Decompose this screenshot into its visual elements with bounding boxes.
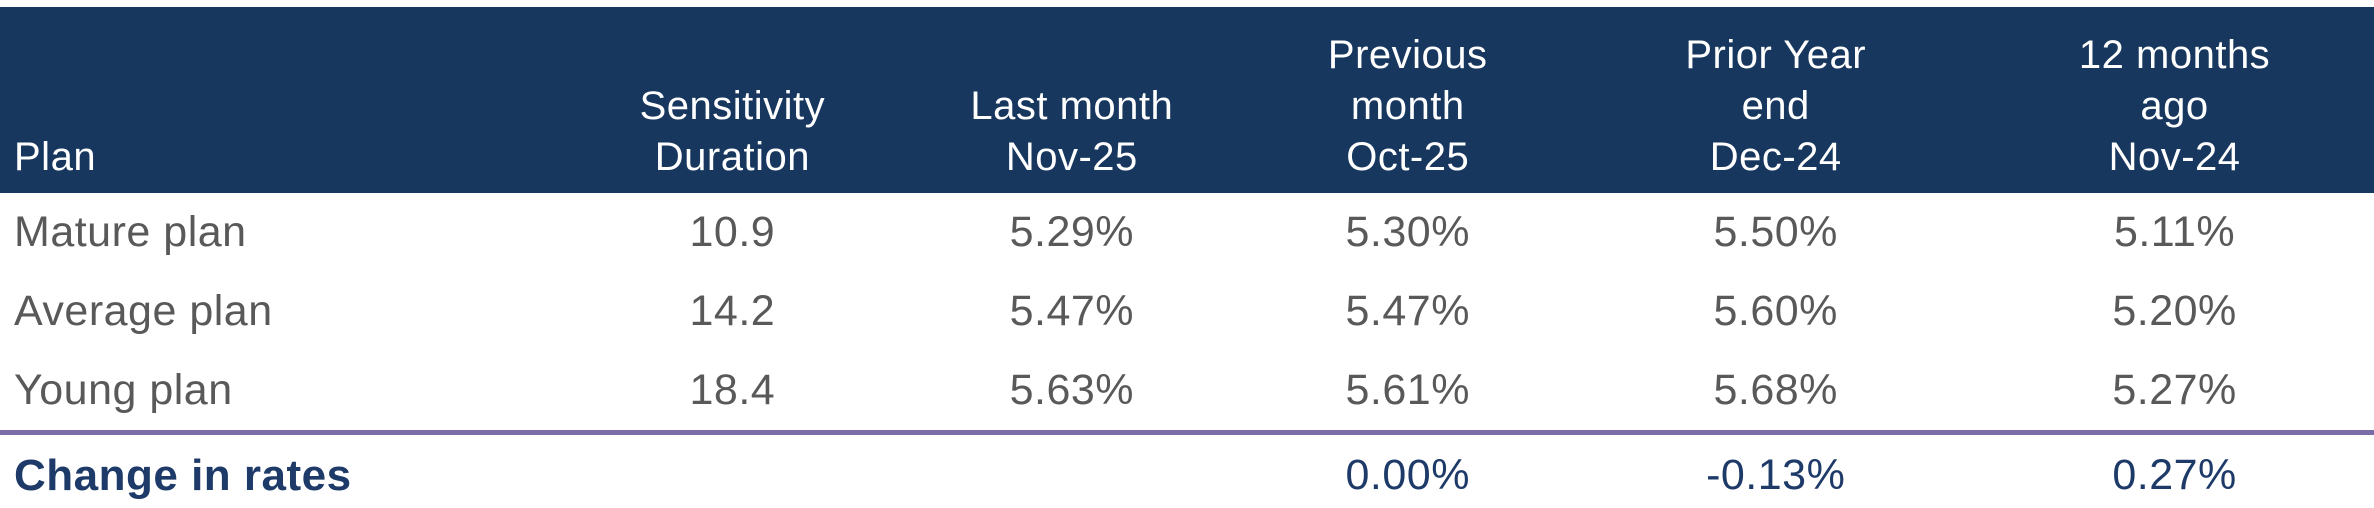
- footer-cell-last-month: [904, 430, 1240, 508]
- row-label: Mature plan: [14, 208, 247, 256]
- cell-previous-month: 5.30%: [1345, 208, 1470, 256]
- column-header-line: Prior Year: [1685, 33, 1867, 77]
- column-header-previous-month: Previous month Oct-25: [1239, 7, 1577, 193]
- row-label: Average plan: [14, 287, 273, 335]
- column-header-line: Last month: [970, 84, 1174, 128]
- column-header-prior-year-end: Prior Year end Dec-24: [1576, 7, 1976, 193]
- cell-last-month: 5.47%: [1009, 287, 1135, 335]
- column-header-line: Oct-25: [1346, 135, 1470, 179]
- cell-prior-year-end: 5.50%: [1713, 208, 1838, 256]
- cell-prior-year-end: 5.68%: [1713, 366, 1838, 414]
- table-row-average-plan: Average plan 14.2 5.47% 5.47% 5.60% 5.20…: [0, 272, 2374, 351]
- table-row-young-plan: Young plan 18.4 5.63% 5.61% 5.68% 5.27%: [0, 351, 2374, 433]
- change-in-rates-row: Change in rates 0.00% -0.13% 0.27%: [0, 430, 2374, 508]
- column-header-line: 12 months: [2078, 33, 2271, 77]
- column-header-label: Plan: [14, 135, 97, 179]
- column-header-line: Nov-24: [2108, 135, 2241, 179]
- column-header-12-months-ago: 12 months ago Nov-24: [1975, 7, 2374, 193]
- footer-cell-previous-month: 0.00%: [1239, 430, 1577, 508]
- cell-12-months-ago: 5.20%: [2112, 287, 2237, 335]
- cell-12-months-ago: 5.11%: [2113, 208, 2236, 256]
- column-header-last-month: Last month Nov-25: [904, 7, 1240, 193]
- column-header-line: Duration: [654, 135, 810, 179]
- footer-label: Change in rates: [0, 430, 561, 508]
- cell-sensitivity-duration: 14.2: [689, 287, 776, 335]
- row-label: Young plan: [14, 366, 233, 414]
- column-header-line: Nov-25: [1005, 135, 1138, 179]
- discount-rates-table: Plan Sensitivity Duration Last month Nov…: [0, 7, 2374, 508]
- column-header-plan: Plan: [0, 7, 561, 193]
- column-header-line: month: [1350, 84, 1465, 128]
- cell-last-month: 5.63%: [1009, 366, 1135, 414]
- column-header-line: ago: [2140, 84, 2209, 128]
- footer-cell-sensitivity-duration: [560, 430, 905, 508]
- footer-cell-12-months-ago: 0.27%: [1975, 430, 2374, 508]
- cell-last-month: 5.29%: [1009, 208, 1135, 256]
- cell-sensitivity-duration: 18.4: [689, 366, 776, 414]
- footer-cell-prior-year-end: -0.13%: [1576, 430, 1976, 508]
- column-header-line: Dec-24: [1709, 135, 1842, 179]
- cell-prior-year-end: 5.60%: [1713, 287, 1838, 335]
- cell-previous-month: 5.47%: [1345, 287, 1470, 335]
- cell-sensitivity-duration: 10.9: [689, 208, 776, 256]
- column-header-line: Sensitivity: [639, 84, 826, 128]
- column-header-sensitivity-duration: Sensitivity Duration: [560, 7, 905, 193]
- header-row: Plan Sensitivity Duration Last month Nov…: [0, 7, 2374, 193]
- cell-previous-month: 5.61%: [1345, 366, 1470, 414]
- cell-12-months-ago: 5.27%: [2112, 366, 2237, 414]
- table-row-mature-plan: Mature plan 10.9 5.29% 5.30% 5.50% 5.11%: [0, 193, 2374, 272]
- column-header-line: end: [1741, 84, 1810, 128]
- column-header-line: Previous: [1327, 33, 1488, 77]
